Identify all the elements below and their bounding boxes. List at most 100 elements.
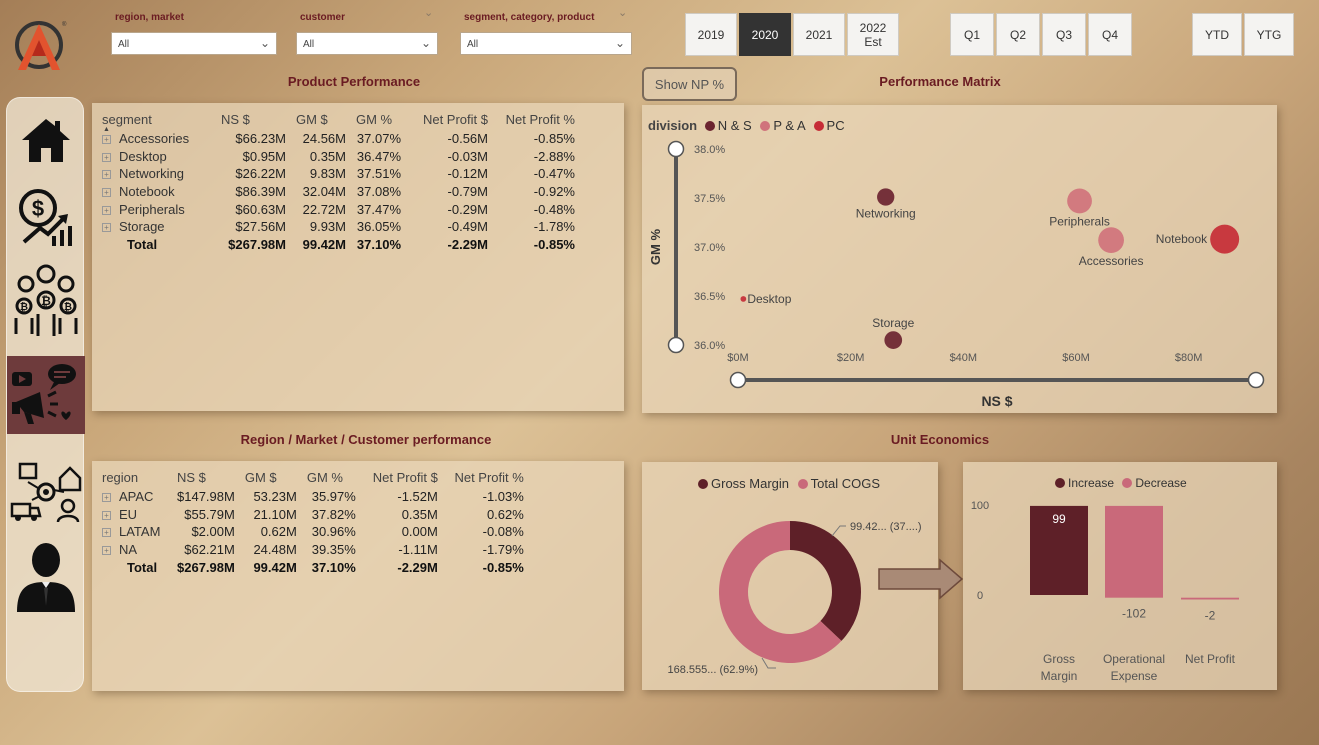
- svg-text:$: $: [32, 196, 44, 221]
- svg-text:₿: ₿: [20, 301, 28, 313]
- home-icon: [22, 119, 70, 162]
- waterfall-data-label: 99: [1052, 512, 1066, 526]
- x-tick-label: $80M: [1175, 352, 1203, 364]
- leader-line: [761, 657, 776, 669]
- net-profit-column-header[interactable]: Net Profit $: [422, 111, 488, 127]
- donut-slice-total-cogs[interactable]: [719, 521, 842, 663]
- ytd-button[interactable]: YTD: [1192, 13, 1242, 56]
- nav-finance[interactable]: $: [7, 176, 85, 256]
- table-row[interactable]: + Desktop $0.95M 0.35M 36.47% -0.03M -2.88%: [97, 148, 580, 166]
- scatter-point-label: Notebook: [1156, 232, 1208, 246]
- scatter-point-label: Desktop: [747, 292, 791, 306]
- quarter-q4-button[interactable]: Q4: [1088, 13, 1132, 56]
- table-total-row: Total $267.98M 99.42M 37.10% -2.29M -0.85%: [127, 559, 524, 575]
- scatter-point-networking[interactable]: [877, 188, 895, 206]
- legend-dot-total-cogs: [797, 479, 808, 489]
- gm-column-header[interactable]: GM $: [244, 469, 277, 485]
- net-profit-pct-column-header[interactable]: Net Profit %: [505, 111, 575, 127]
- legend-label: Increase: [1068, 476, 1115, 490]
- nav-customers[interactable]: ₿ ₿ ₿: [7, 258, 85, 342]
- y-range-slider-handle-top[interactable]: [667, 140, 685, 158]
- expand-icon[interactable]: +: [102, 493, 111, 503]
- table-row[interactable]: + Storage $27.56M 9.93M 36.05% -0.49M -1.78%: [97, 218, 580, 236]
- unit-economics-donut-chart: 99.42... (37....) 168.555... (62.9%): [667, 521, 922, 676]
- sort-ascending-icon: ▲: [103, 126, 110, 133]
- scatter-point-label: Accessories: [1079, 254, 1144, 268]
- waterfall-bar-2[interactable]: [1105, 505, 1163, 598]
- expand-icon[interactable]: +: [102, 205, 111, 215]
- scatter-point-label: Storage: [872, 316, 914, 330]
- performance-matrix-card: division N & S P & A PC 38.0% 37.5% 37.0% 3…: [642, 105, 1277, 413]
- chevron-down-icon: ⌄: [424, 7, 434, 19]
- quarter-q2-button[interactable]: Q2: [996, 13, 1040, 56]
- waterfall-bar-1[interactable]: [1030, 505, 1088, 595]
- legend-dot-pa: [760, 121, 771, 131]
- scatter-point-peripherals[interactable]: [1067, 188, 1092, 214]
- scatter-point-storage[interactable]: [884, 331, 903, 349]
- customer-filter-dropdown[interactable]: All ⌄: [296, 32, 438, 55]
- leader-line: [831, 525, 846, 537]
- expand-icon[interactable]: +: [102, 546, 111, 556]
- performance-matrix-title: Performance Matrix: [879, 74, 1001, 89]
- segment-column-header[interactable]: segment ▲: [102, 111, 152, 134]
- year-2020-button[interactable]: 2020: [739, 13, 791, 56]
- y-tick-label: 36.0%: [694, 340, 725, 352]
- nav-supply-chain[interactable]: [7, 456, 85, 528]
- y-tick-label: 100: [971, 500, 989, 512]
- year-2019-button[interactable]: 2019: [685, 13, 737, 56]
- ns-column-header[interactable]: NS $: [221, 111, 250, 127]
- ytg-button[interactable]: YTG: [1244, 13, 1294, 56]
- expand-icon[interactable]: +: [102, 528, 111, 538]
- year-2022-est-button[interactable]: 2022 Est: [847, 13, 899, 56]
- gm-pct-column-header[interactable]: GM %: [356, 111, 393, 127]
- quarter-q1-button[interactable]: Q1: [950, 13, 994, 56]
- x-range-slider-handle-right[interactable]: [1247, 371, 1265, 389]
- donut-slice-gross-margin[interactable]: [790, 521, 861, 641]
- waterfall-bar-3[interactable]: [1181, 597, 1239, 600]
- nav-executive[interactable]: [7, 536, 85, 616]
- marketing-icon: [12, 364, 76, 424]
- nav-home[interactable]: [7, 104, 85, 176]
- scatter-legend: division N & S P & A PC: [648, 118, 845, 133]
- x-tick-label: Expense: [1111, 669, 1158, 683]
- table-row[interactable]: + LATAM $2.00M 0.62M 30.96% 0.00M -0.08%: [97, 523, 529, 541]
- product-performance-table: segment ▲ NS $ GM $ GM % Net Profit $ Ne…: [97, 108, 580, 253]
- y-range-slider-handle-bottom[interactable]: [667, 336, 685, 354]
- expand-icon[interactable]: +: [102, 135, 111, 145]
- ns-column-header[interactable]: NS $: [177, 469, 206, 485]
- table-row[interactable]: + APAC $147.98M 53.23M 35.97% -1.52M -1.03%: [97, 488, 529, 506]
- expand-icon[interactable]: +: [102, 223, 111, 233]
- x-tick-label: $60M: [1062, 352, 1090, 364]
- table-row[interactable]: + EU $55.79M 21.10M 37.82% 0.35M 0.62%: [97, 506, 529, 524]
- scatter-point-desktop[interactable]: [740, 296, 747, 302]
- gm-column-header[interactable]: GM $: [296, 111, 328, 127]
- scatter-point-label: Networking: [856, 207, 916, 221]
- table-row[interactable]: + Notebook $86.39M 32.04M 37.08% -0.79M -0.92…: [97, 183, 580, 201]
- expand-icon[interactable]: +: [102, 510, 111, 520]
- legend-dot-decrease: [1122, 478, 1133, 488]
- waterfall-data-label: -2: [1205, 609, 1216, 623]
- table-row[interactable]: + Networking $26.22M 9.83M 37.51% -0.12M -0.4…: [97, 165, 580, 183]
- table-row[interactable]: + Peripherals $60.63M 22.72M 37.47% -0.29M -0…: [97, 200, 580, 218]
- table-row[interactable]: + NA $62.21M 24.48M 39.35% -1.11M -1.79%: [97, 541, 529, 559]
- nav-marketing[interactable]: [7, 356, 85, 434]
- scatter-point-accessories[interactable]: [1098, 227, 1124, 254]
- show-np-pct-button[interactable]: Show NP %: [642, 67, 737, 101]
- year-2021-button[interactable]: 2021: [793, 13, 845, 56]
- x-range-slider-handle-left[interactable]: [729, 371, 747, 389]
- y-tick-label: 38.0%: [694, 144, 725, 156]
- legend-dot-pc: [813, 121, 824, 131]
- net-profit-column-header[interactable]: Net Profit $: [372, 469, 438, 485]
- expand-icon[interactable]: +: [102, 152, 111, 162]
- gm-pct-column-header[interactable]: GM %: [306, 469, 343, 485]
- region-column-header[interactable]: region: [102, 469, 139, 485]
- expand-icon[interactable]: +: [102, 188, 111, 198]
- net-profit-pct-column-header[interactable]: Net Profit %: [454, 469, 524, 485]
- nav-sidebar: $ ₿ ₿ ₿: [6, 97, 85, 692]
- region-filter-dropdown[interactable]: All ⌄: [111, 32, 277, 55]
- quarter-q3-button[interactable]: Q3: [1042, 13, 1086, 56]
- scatter-point-notebook[interactable]: [1210, 224, 1240, 254]
- segment-filter-dropdown[interactable]: All ⌄: [460, 32, 632, 55]
- expand-icon[interactable]: +: [102, 170, 111, 180]
- table-row[interactable]: + Accessories $66.23M 24.56M 37.07% -0.56M -0…: [97, 130, 580, 148]
